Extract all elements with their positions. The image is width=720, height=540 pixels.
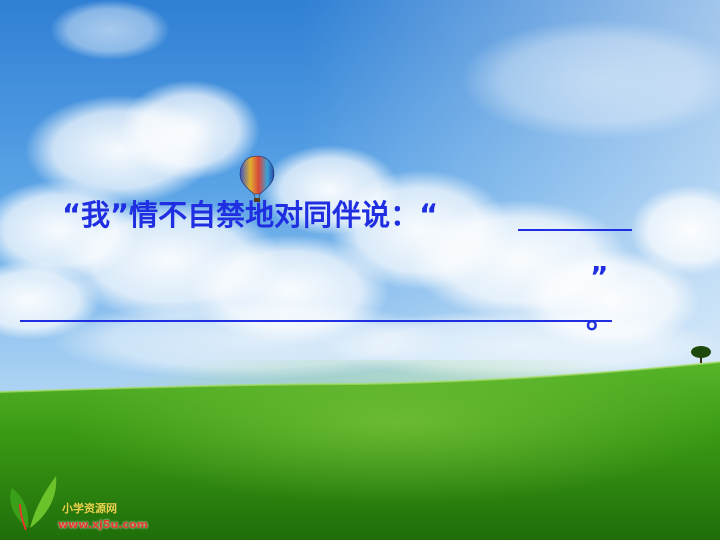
logo-leaf-icon [10,476,57,531]
logo-url: www.xj5u.com [58,518,149,531]
answer-blank-line-2 [20,320,612,322]
logo-title: 小学资源网 [62,502,117,515]
hot-air-balloon-icon [239,155,275,202]
answer-blank-line-1 [518,229,632,231]
period-mark: 。 [586,301,616,336]
prompt-text: “我”情不自禁地对同伴说：“ [62,198,439,232]
tree-icon [691,346,711,363]
close-quote: ” [590,260,609,293]
